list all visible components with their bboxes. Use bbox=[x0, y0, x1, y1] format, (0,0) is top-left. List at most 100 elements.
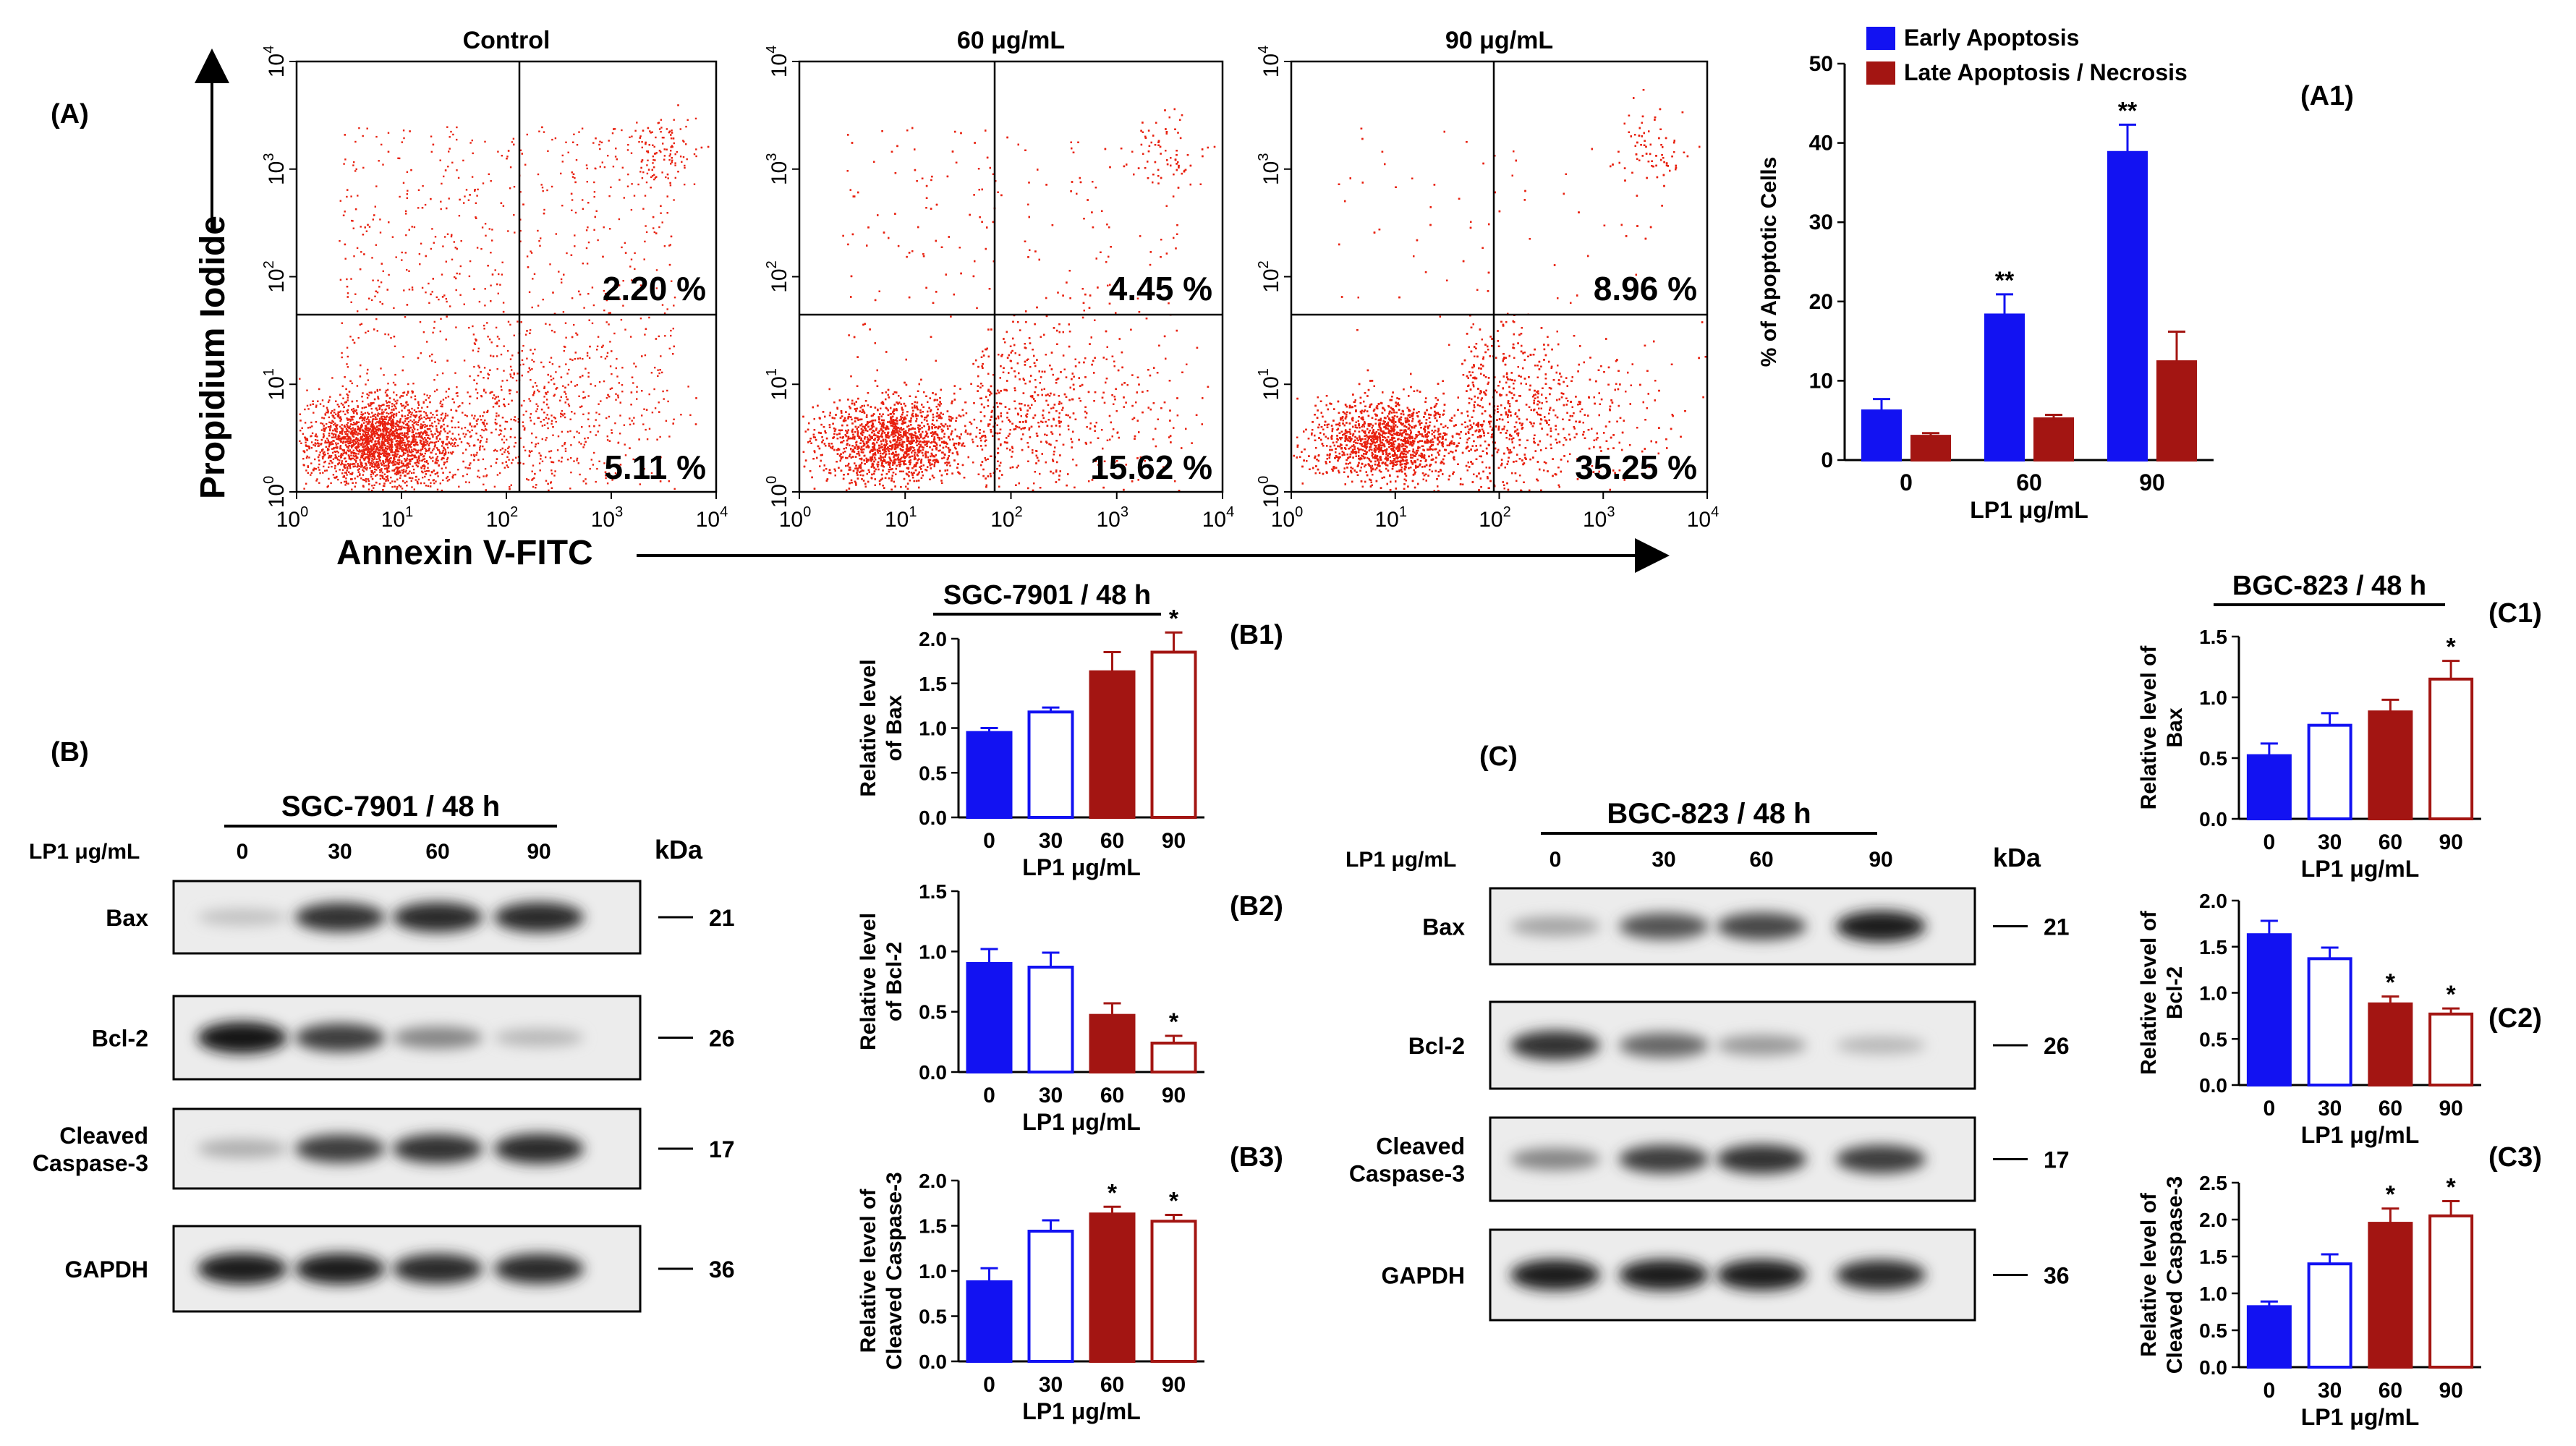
label-C2: (C2) bbox=[2488, 1003, 2542, 1034]
protein-band bbox=[197, 1021, 287, 1054]
y-tick-label: 103 bbox=[1256, 153, 1283, 186]
blot-row: GAPDH 36 bbox=[64, 1225, 735, 1313]
y-tick-label: 1.0 bbox=[919, 718, 947, 740]
bar bbox=[2368, 1002, 2413, 1087]
protein-band bbox=[1619, 1144, 1709, 1174]
y-tick-label: 104 bbox=[764, 46, 791, 78]
label-C1: (C1) bbox=[2488, 598, 2542, 629]
bar bbox=[2156, 360, 2197, 462]
x-tick-label: 30 bbox=[1039, 1373, 1063, 1397]
bar bbox=[2428, 677, 2474, 820]
y-tick-label: 0.5 bbox=[2199, 747, 2227, 770]
bar bbox=[2428, 1012, 2474, 1086]
bar bbox=[2307, 723, 2352, 821]
flow-title: 90 μg/mL bbox=[1445, 27, 1553, 54]
flow-title: 60 μg/mL bbox=[957, 27, 1065, 54]
significance-mark: * bbox=[2447, 981, 2457, 1008]
x-tick-label: 90 bbox=[2439, 830, 2462, 854]
kda-label: kDa bbox=[655, 835, 703, 864]
legend-swatch bbox=[1866, 61, 1895, 85]
row-label: Cleaved bbox=[59, 1123, 148, 1149]
protein-band bbox=[393, 902, 483, 932]
kda-value: 36 bbox=[709, 1256, 735, 1283]
x-tick-label: 0 bbox=[2263, 830, 2276, 854]
y-tick-label: 2.0 bbox=[2199, 890, 2227, 912]
y-tick-label: 20 bbox=[1809, 290, 1833, 314]
legend-label: Late Apoptosis / Necrosis bbox=[1904, 59, 2188, 85]
x-tick-label: 104 bbox=[696, 504, 728, 532]
y-tick-label: 0.0 bbox=[919, 1061, 947, 1084]
protein-band bbox=[295, 902, 385, 932]
kda-label: kDa bbox=[1993, 843, 2041, 872]
x-tick-label: 0 bbox=[983, 829, 995, 853]
y-axis-label: Relative level of bbox=[2137, 645, 2161, 810]
y-tick-label: 101 bbox=[764, 368, 791, 401]
bar bbox=[2307, 957, 2352, 1086]
bar bbox=[1089, 1212, 1136, 1363]
flow-dots bbox=[802, 108, 1216, 492]
x-axis-label: LP1 μg/mL bbox=[2301, 1404, 2420, 1430]
legend-label: Early Apoptosis bbox=[1904, 25, 2079, 51]
blot-row: Bcl-2 26 bbox=[1408, 1000, 2070, 1090]
x-tick-label: 60 bbox=[2379, 1379, 2402, 1403]
blot-row: GAPDH 36 bbox=[1381, 1228, 2070, 1322]
y-tick-label: 2.5 bbox=[2199, 1172, 2227, 1194]
blot-title: BGC-823 / 48 h bbox=[1607, 798, 1811, 830]
legend-swatch bbox=[1866, 27, 1895, 50]
flow-ylabel: Propidium Iodide bbox=[194, 216, 232, 499]
y-tick-label: 0 bbox=[1821, 448, 1833, 472]
bar bbox=[1984, 313, 2025, 462]
kda-value: 26 bbox=[709, 1026, 735, 1052]
blot-C: BGC-823 / 48 h LP1 μg/mL 0 30 60 90 kDa Bax 21 Bc… bbox=[1346, 798, 2070, 1322]
label-C: (C) bbox=[1479, 741, 1518, 772]
y-tick-label: 50 bbox=[1809, 52, 1833, 76]
bar bbox=[2033, 417, 2074, 462]
y-tick-label: 0.0 bbox=[919, 1351, 947, 1373]
blot-row: Bax 21 bbox=[106, 880, 735, 955]
row-label: Cleaved bbox=[1376, 1134, 1465, 1160]
y-tick-label: 0.5 bbox=[919, 1001, 947, 1024]
bar-chart-B3: 0.0 0.5 1.0 1.5 2.0 Relative level of Cleaved … bbox=[856, 1170, 1204, 1424]
x-tick-label: 90 bbox=[2439, 1379, 2462, 1403]
bar bbox=[1150, 650, 1197, 820]
significance-mark: * bbox=[2386, 1181, 2396, 1209]
flow-panel-2: 90 μg/mL8.96 %35.25 %1001001011011021021… bbox=[1256, 27, 1719, 532]
y-tick-label: 100 bbox=[1256, 476, 1283, 509]
y-tick-label: 101 bbox=[1256, 368, 1283, 401]
kda-value: 26 bbox=[2044, 1033, 2070, 1059]
protein-band bbox=[1717, 1144, 1806, 1174]
y-axis-label: Relative level of bbox=[2137, 1192, 2161, 1357]
kda-value: 21 bbox=[2044, 914, 2070, 940]
x-axis-label: LP1 μg/mL bbox=[1970, 497, 2088, 523]
protein-band bbox=[1619, 1259, 1709, 1290]
protein-band bbox=[1836, 1144, 1926, 1174]
protein-band bbox=[1619, 1032, 1709, 1058]
bar bbox=[966, 1280, 1013, 1363]
row-label: Bax bbox=[1422, 914, 1465, 940]
flow-xlabel: Annexin V-FITC bbox=[336, 534, 593, 572]
label-B3: (B3) bbox=[1230, 1142, 1283, 1173]
bar bbox=[1027, 1230, 1074, 1363]
flow-panel-1: 60 μg/mL4.45 %15.62 %1001001011011021021… bbox=[764, 27, 1234, 532]
protein-band bbox=[1836, 911, 1926, 942]
bar bbox=[1910, 435, 1951, 462]
protein-band bbox=[295, 1023, 385, 1052]
kda-value: 21 bbox=[709, 905, 735, 931]
bar bbox=[2246, 933, 2292, 1087]
y-tick-label: 1.5 bbox=[2199, 1246, 2227, 1268]
bar bbox=[2246, 754, 2292, 821]
x-tick-label: 30 bbox=[1039, 1084, 1063, 1107]
y-tick-label: 1.0 bbox=[919, 940, 947, 963]
y-tick-label: 1.0 bbox=[2199, 982, 2227, 1005]
y-tick-label: 0.5 bbox=[2199, 1319, 2227, 1342]
y-tick-label: 104 bbox=[1256, 46, 1283, 78]
x-tick-label: 90 bbox=[1162, 1084, 1186, 1107]
x-tick-label: 60 bbox=[2379, 1097, 2402, 1120]
protein-band bbox=[197, 1253, 287, 1285]
x-tick-label: 0 bbox=[983, 1084, 995, 1107]
x-tick-label: 30 bbox=[2318, 830, 2342, 854]
dose-label: LP1 μg/mL bbox=[29, 840, 140, 864]
label-B: (B) bbox=[51, 737, 89, 767]
